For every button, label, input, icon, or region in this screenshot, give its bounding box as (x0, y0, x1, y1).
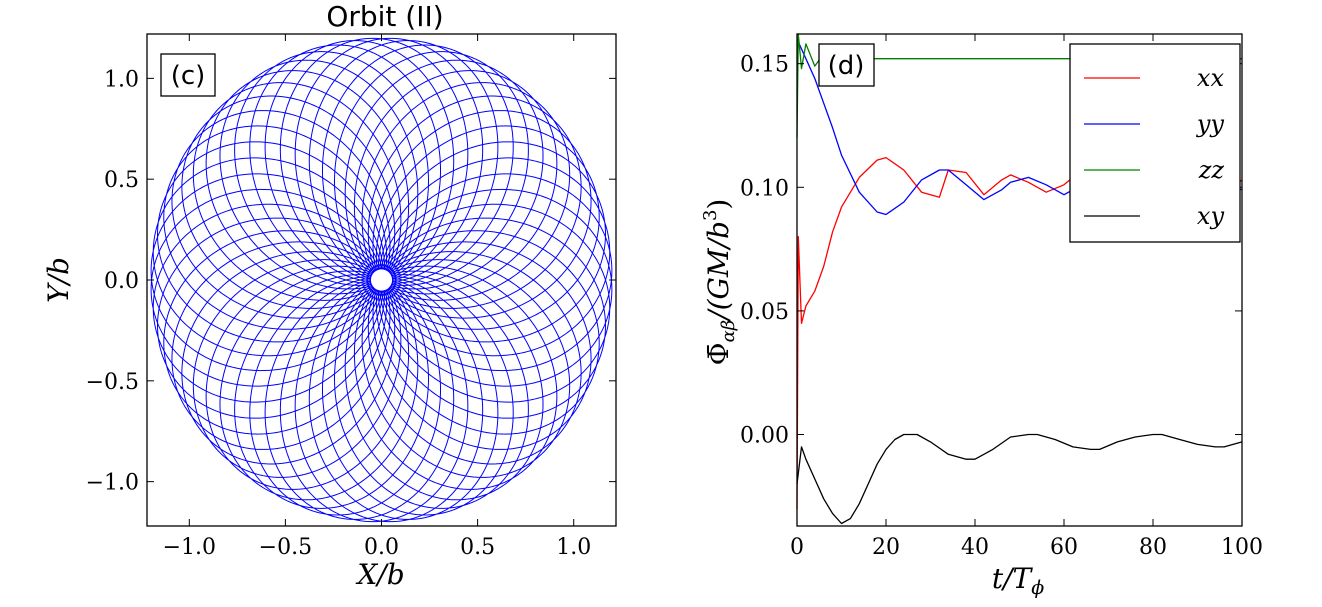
potential-panel-label-box: (d) (818, 43, 875, 87)
x-label-subscript: ϕ (1031, 577, 1044, 599)
potential-panel: 0 20 40 60 80 100 0.00 0.05 0.10 0.15 t/Tϕ Φ̄αβ/… (700, 33, 1263, 599)
y-label-subscript: αβ (718, 320, 739, 343)
orbit-panel-label-box: (c) (160, 53, 216, 97)
orbit-x-tick-label: 0.5 (460, 535, 495, 560)
potential-x-tick-label: 40 (961, 535, 989, 560)
potential-x-tick-label: 100 (1221, 535, 1263, 560)
orbit-title: Orbit (II) (326, 0, 443, 33)
potential-y-ticks: 0.00 0.05 0.10 0.15 (740, 53, 1242, 449)
orbit-y-axis-label: Y/b (42, 257, 75, 303)
orbit-x-tick-label: −0.5 (259, 535, 312, 560)
orbit-x-tick-label: −1.0 (163, 535, 216, 560)
potential-legend: xx yy zz xy (1069, 43, 1241, 243)
potential-x-tick-label: 0 (790, 535, 804, 560)
orbit-trajectory (150, 37, 613, 523)
orbit-panel: Orbit (II) −1.0 −0.5 0.0 0.5 1.0 −1.0 −0.5 0.0… (42, 0, 617, 591)
orbit-y-tick-label: −0.5 (86, 370, 139, 395)
orbit-y-tick-label: 1.0 (104, 67, 139, 92)
potential-x-tick-label: 20 (872, 535, 900, 560)
potential-plot-frame (796, 33, 1243, 527)
orbit-y-ticks: −1.0 −0.5 0.0 0.5 1.0 (86, 67, 616, 496)
potential-y-tick-label: 0.10 (740, 176, 789, 201)
potential-x-ticks: 0 20 40 60 80 100 (790, 34, 1263, 560)
y-label-close: ) (702, 199, 735, 210)
potential-x-tick-label: 60 (1050, 535, 1078, 560)
series-line-xy (796, 433, 1243, 525)
x-label-text: t/T (992, 562, 1034, 595)
legend-label-yy: yy (1196, 110, 1225, 138)
orbit-y-tick-label: 0.5 (104, 168, 139, 193)
y-label-phi: Φ̄ (702, 342, 735, 365)
orbit-x-tick-label: 0.0 (364, 535, 399, 560)
legend-label-xx: xx (1197, 64, 1225, 92)
potential-y-tick-label: 0.05 (740, 300, 789, 325)
potential-x-axis-label: t/Tϕ (992, 562, 1044, 599)
orbit-x-axis-label: X/b (355, 558, 404, 591)
potential-panel-label: (d) (828, 51, 865, 81)
potential-y-tick-label: 0.15 (740, 53, 789, 78)
legend-label-xy: xy (1197, 202, 1225, 230)
potential-y-tick-label: 0.00 (740, 424, 789, 449)
orbit-center-hole (370, 269, 393, 291)
orbit-y-tick-label: 0.0 (104, 269, 139, 294)
orbit-x-ticks: −1.0 −0.5 0.0 0.5 1.0 (163, 34, 591, 560)
orbit-panel-label: (c) (171, 61, 206, 91)
potential-y-axis-label: Φ̄αβ/(GM/b3) (700, 199, 739, 366)
orbit-y-tick-label: −1.0 (86, 471, 139, 496)
y-label-denominator: /(GM/b (702, 221, 735, 323)
y-label-exponent: 3 (700, 210, 721, 221)
legend-label-zz: zz (1198, 156, 1225, 184)
potential-x-tick-label: 80 (1139, 535, 1167, 560)
orbit-x-tick-label: 1.0 (556, 535, 591, 560)
